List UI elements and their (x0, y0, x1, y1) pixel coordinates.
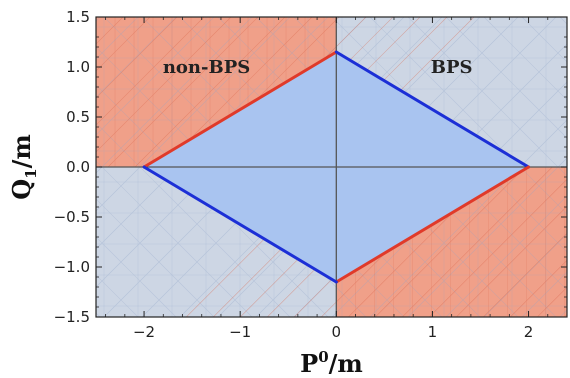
y-tick-label: −1.5 (54, 308, 90, 326)
mesh-line (96, 122, 291, 317)
boundary-edge-0 (142, 50, 338, 169)
x-tick-label: 0 (332, 323, 342, 341)
x-tick-label: −1 (229, 323, 251, 341)
mesh-line (96, 17, 151, 72)
mesh-line (510, 259, 567, 317)
x-tick-label: 1 (428, 323, 438, 341)
mesh-line (96, 17, 124, 45)
x-axis-label-unit: /m (329, 349, 363, 378)
mesh-line (0, 0, 6, 317)
mesh-line (445, 195, 567, 317)
y-axis-label-main: Q (7, 179, 36, 200)
mesh-line (96, 17, 232, 153)
mesh-line (96, 17, 139, 60)
mesh-line (96, 17, 178, 99)
mesh-line (96, 17, 215, 136)
mesh-line (369, 119, 567, 317)
mesh-line (369, 17, 567, 215)
y-axis-label-subscript: 1 (22, 168, 40, 178)
y-tick-label: 1.5 (66, 8, 90, 26)
region-label: BPS (431, 57, 473, 78)
x-axis-label: P0/m (300, 348, 363, 378)
mesh-line (96, 274, 139, 317)
mesh-line (96, 17, 291, 212)
mesh-line (96, 236, 177, 317)
mesh-line (402, 166, 553, 317)
y-tick-label: 0.5 (66, 108, 90, 126)
mesh-line (96, 17, 253, 174)
mesh-line (537, 286, 567, 317)
x-axis-label-main: P (300, 349, 318, 378)
x-tick-label: −2 (133, 323, 155, 341)
mesh-line (107, 17, 259, 168)
mesh-line (96, 160, 253, 317)
boundary-edge-2 (334, 165, 531, 284)
region-label: non-BPS (163, 57, 250, 78)
mesh-line (407, 157, 567, 317)
axes: −2 −1 0 1 2 −1.5 −1.0 −0.5 0.0 0.5 1.0 1.5 (54, 8, 568, 341)
mesh-line (456, 205, 567, 317)
mesh-line (483, 232, 567, 317)
y-tick-label: 1.0 (66, 58, 90, 76)
y-tick-label: −0.5 (54, 208, 90, 226)
plot-area (0, 0, 567, 337)
mesh-line (134, 17, 286, 168)
mesh-line (483, 17, 567, 101)
mesh-line (429, 178, 567, 317)
mesh-line (445, 17, 567, 139)
mesh-line (375, 166, 526, 317)
mesh-line (96, 17, 177, 98)
mesh-line (0, 17, 6, 337)
mesh-line (96, 17, 205, 126)
mesh-line (407, 17, 567, 177)
y-axis-label-unit: /m (7, 134, 36, 168)
x-tick-label: 2 (524, 323, 534, 341)
y-tick-label: −1.0 (54, 258, 90, 276)
x-axis-label-superscript: 0 (318, 348, 328, 366)
y-tick-label: 0.0 (66, 158, 90, 176)
mesh-line (96, 198, 215, 317)
y-axis-label: Q1/m (7, 134, 40, 200)
boundary-edge-1 (334, 50, 531, 169)
mesh-line (483, 233, 567, 317)
boundary-edge-3 (142, 165, 338, 284)
